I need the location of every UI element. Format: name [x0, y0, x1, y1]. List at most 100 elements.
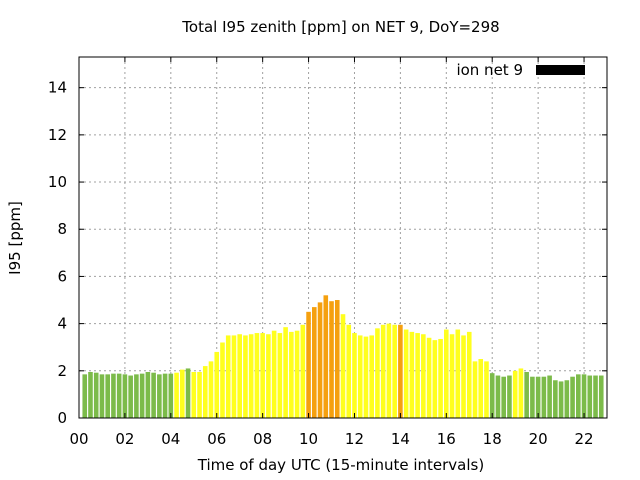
chart-title: Total I95 zenith [ppm] on NET 9, DoY=298 [181, 18, 499, 36]
bar [455, 329, 461, 418]
bar [111, 373, 116, 418]
bar [409, 331, 415, 418]
bar [507, 375, 512, 418]
bar [116, 373, 122, 418]
bar [369, 335, 374, 418]
bar [283, 327, 288, 418]
bar [363, 336, 369, 418]
x-tick-label: 00 [69, 430, 88, 448]
bar [323, 295, 329, 418]
bar [134, 374, 139, 418]
bar [214, 351, 220, 418]
bar [168, 373, 174, 418]
bar [461, 335, 466, 418]
bar [495, 375, 501, 418]
bar [174, 372, 179, 418]
bar [576, 374, 581, 418]
bar [340, 314, 346, 418]
x-tick-label: 20 [529, 430, 548, 448]
bar [122, 374, 128, 418]
y-axis-ticks: 0 2 4 6 8 10 12 14 [48, 79, 607, 427]
bar [352, 333, 357, 418]
bar [570, 376, 575, 418]
bar [208, 361, 214, 418]
bar [346, 324, 352, 418]
bar [398, 324, 403, 418]
x-tick-label: 22 [574, 430, 593, 448]
x-axis-label: Time of day UTC (15-minute intervals) [197, 456, 484, 474]
bar [466, 331, 472, 418]
legend: ion net 9 [456, 61, 585, 79]
bar [157, 374, 162, 418]
bar [334, 300, 340, 418]
bar [472, 361, 478, 418]
bar [484, 361, 489, 418]
bar [266, 334, 271, 418]
bar [151, 372, 156, 418]
bar [426, 337, 432, 418]
bar [128, 375, 133, 418]
bar [489, 373, 495, 418]
bar [357, 335, 363, 418]
x-tick-label: 14 [391, 430, 410, 448]
bar [93, 372, 99, 418]
bar [444, 329, 449, 418]
bar [432, 340, 438, 418]
bar [225, 335, 231, 418]
y-tick-label: 12 [48, 126, 67, 144]
bar [139, 373, 145, 418]
bar [231, 335, 237, 418]
x-axis-ticks: 00 02 04 06 08 10 12 14 16 18 20 22 [69, 57, 594, 448]
bar [380, 324, 386, 418]
bar [421, 334, 426, 418]
plot-frame [78, 56, 608, 419]
bar [289, 331, 294, 418]
y-tick-label: 6 [57, 267, 67, 285]
bar [392, 324, 397, 418]
bar [248, 334, 254, 418]
bar [524, 371, 529, 418]
bar [237, 334, 242, 418]
bar [220, 342, 225, 418]
bar [478, 359, 484, 418]
bar [294, 330, 300, 418]
bar [564, 380, 570, 418]
bar [197, 371, 202, 418]
bar [530, 376, 535, 418]
bar [312, 307, 317, 418]
bar [317, 302, 323, 418]
bar [145, 371, 151, 418]
bar [558, 381, 564, 418]
bar [512, 370, 518, 418]
bar [518, 368, 524, 418]
x-tick-label: 06 [207, 430, 226, 448]
bar [535, 376, 541, 418]
y-tick-label: 10 [48, 173, 67, 191]
y-tick-label: 0 [57, 409, 67, 427]
y-axis-label: I95 [ppm] [6, 201, 24, 275]
bar [99, 374, 105, 418]
bar [202, 366, 208, 418]
bar [191, 371, 197, 418]
y-tick-label: 2 [57, 362, 67, 380]
x-tick-label: 10 [299, 430, 318, 448]
bar [300, 324, 306, 418]
bar [180, 369, 185, 418]
legend-label: ion net 9 [456, 61, 523, 79]
bar [162, 373, 168, 418]
bar [547, 375, 552, 418]
y-tick-label: 8 [57, 220, 67, 238]
bar-series [82, 295, 604, 418]
x-tick-label: 12 [345, 430, 364, 448]
x-tick-label: 02 [115, 430, 134, 448]
x-tick-label: 08 [253, 430, 272, 448]
bar [82, 374, 88, 418]
bar [105, 374, 110, 418]
x-tick-label: 16 [437, 430, 456, 448]
bar [386, 323, 392, 418]
bar [243, 335, 248, 418]
bar [438, 338, 443, 418]
bar [375, 328, 380, 418]
bar [501, 376, 506, 418]
